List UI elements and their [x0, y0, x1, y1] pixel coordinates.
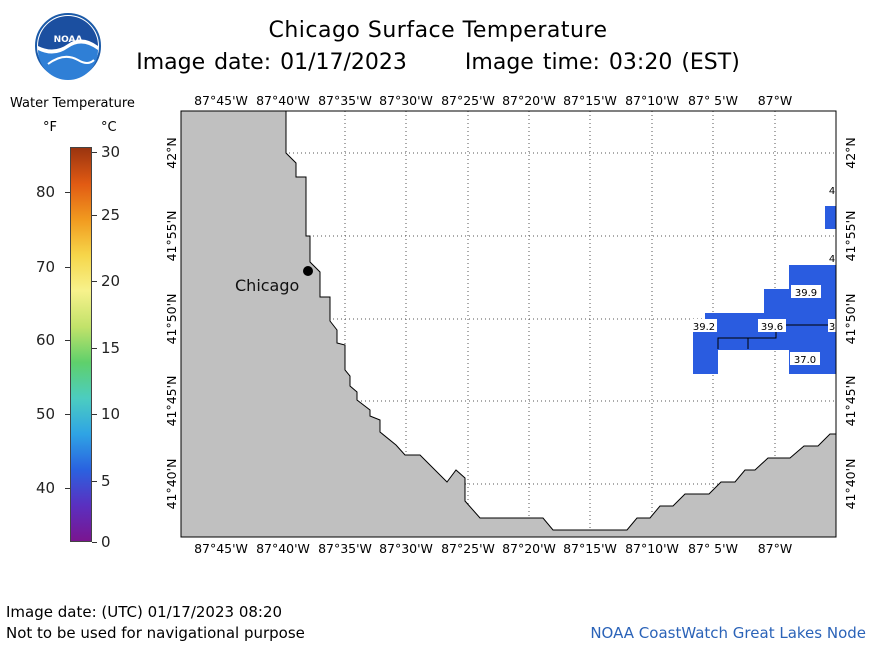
latitude-label: 41°55'N — [164, 211, 179, 262]
longitude-label: 87°35'W — [318, 93, 372, 108]
legend-tick-c — [92, 542, 97, 543]
noaa-logo: NOAA — [35, 13, 101, 80]
latitude-labels-left: 42°N 41°55'N 41°50'N 41°45'N 41°40'N — [164, 137, 179, 509]
legend-label-f: 50 — [36, 405, 56, 423]
legend-tick-c — [92, 414, 97, 415]
latitude-label: 41°45'N — [164, 376, 179, 427]
temperature-map: 39.9 39.2 39.6 37.0 3 4 4 Chicago 87°45'W 87°40… — [164, 93, 858, 556]
longitude-label: 87°40'W — [256, 541, 310, 556]
legend-tick-f — [65, 267, 70, 268]
temp-label: 39.6 — [761, 322, 783, 333]
temp-label: 4 — [829, 186, 835, 197]
latitude-labels-right: 42°N 41°55'N 41°50'N 41°45'N 41°40'N — [843, 137, 858, 509]
temp-label-box — [791, 285, 821, 298]
legend-tick-c — [92, 481, 97, 482]
water-cell — [825, 206, 836, 229]
legend-tick-f — [65, 414, 70, 415]
land-area — [180, 110, 837, 538]
legend-label-c: 15 — [101, 339, 121, 357]
image-date-time: Image date: 01/17/2023 Image time: 03:20… — [0, 50, 876, 75]
legend-label-c: 0 — [101, 533, 111, 551]
temp-label-box — [829, 183, 835, 196]
temp-label: 4 — [829, 254, 835, 265]
legend-title: Water Temperature — [10, 96, 135, 111]
legend-tick-c — [92, 281, 97, 282]
longitude-label: 87°30'W — [379, 93, 433, 108]
temp-label-box — [829, 251, 835, 264]
temp-label-box — [828, 319, 836, 332]
legend-label-c: 5 — [101, 472, 111, 490]
longitude-label: 87°40'W — [256, 93, 310, 108]
unit-fahrenheit: °F — [43, 120, 57, 135]
source-credit: NOAA CoastWatch Great Lakes Node — [590, 624, 866, 642]
latitude-label: 41°45'N — [843, 376, 858, 427]
map-frame — [180, 110, 837, 538]
temp-label: 3 — [829, 322, 835, 333]
temp-label: 39.2 — [693, 322, 715, 333]
legend-label-c: 25 — [101, 206, 121, 224]
longitude-label: 87°W — [758, 93, 793, 108]
legend-tick-c — [92, 152, 97, 153]
longitude-label: 87°20'W — [502, 93, 556, 108]
longitude-label: 87°W — [758, 541, 793, 556]
legend-label-f: 40 — [36, 479, 56, 497]
utc-image-date: Image date: (UTC) 01/17/2023 08:20 — [6, 603, 283, 621]
image-date: Image date: 01/17/2023 — [136, 50, 407, 75]
temperature-colorbar — [70, 147, 92, 542]
legend-label-c: 10 — [101, 405, 121, 423]
longitude-label: 87°45'W — [194, 93, 248, 108]
image-time: Image time: 03:20 (EST) — [464, 50, 740, 75]
navigation-disclaimer: Not to be used for navigational purpose — [6, 624, 305, 642]
latitude-label: 42°N — [843, 137, 858, 169]
legend-tick-c — [92, 215, 97, 216]
longitude-label: 87°15'W — [563, 93, 617, 108]
legend-label-f: 60 — [36, 331, 56, 349]
legend-label-c: 20 — [101, 272, 121, 290]
city-label: Chicago — [235, 276, 299, 295]
longitude-label: 87°35'W — [318, 541, 372, 556]
temp-label-box — [758, 319, 786, 332]
legend-label-f: 70 — [36, 258, 56, 276]
longitude-label: 87° 5'W — [688, 93, 738, 108]
longitude-label: 87°25'W — [441, 541, 495, 556]
longitude-labels-top: 87°45'W 87°40'W 87°35'W 87°30'W 87°25'W 87°20… — [194, 93, 792, 108]
unit-celsius: °C — [101, 120, 117, 135]
latitude-label: 42°N — [164, 137, 179, 169]
latitude-label: 41°40'N — [843, 459, 858, 510]
legend-tick-f — [65, 192, 70, 193]
legend-label-c: 30 — [101, 143, 121, 161]
latitude-label: 41°55'N — [843, 211, 858, 262]
longitude-labels-bottom: 87°45'W 87°40'W 87°35'W 87°30'W 87°25'W 87°20… — [194, 541, 792, 556]
water-cell — [693, 349, 718, 374]
temperature-labels: 39.9 39.2 39.6 37.0 3 4 4 — [691, 183, 836, 366]
longitude-label: 87°10'W — [625, 541, 679, 556]
latitude-label: 41°50'N — [843, 294, 858, 345]
longitude-label: 87°10'W — [625, 93, 679, 108]
legend-tick-c — [92, 348, 97, 349]
longitude-label: 87°25'W — [441, 93, 495, 108]
longitude-label: 87° 5'W — [688, 541, 738, 556]
logo-text: NOAA — [54, 35, 83, 45]
legend-tick-f — [65, 488, 70, 489]
temp-label: 39.9 — [795, 288, 817, 299]
longitude-label: 87°20'W — [502, 541, 556, 556]
legend-tick-f — [65, 340, 70, 341]
temp-label-box — [790, 352, 820, 365]
city-marker — [303, 266, 313, 276]
longitude-label: 87°15'W — [563, 541, 617, 556]
longitude-label: 87°30'W — [379, 541, 433, 556]
temp-label-box — [691, 319, 717, 332]
map-title: Chicago Surface Temperature — [268, 18, 608, 43]
latitude-label: 41°40'N — [164, 459, 179, 510]
legend-label-f: 80 — [36, 183, 56, 201]
latitude-label: 41°50'N — [164, 294, 179, 345]
temp-label: 37.0 — [794, 355, 816, 366]
longitude-label: 87°45'W — [194, 541, 248, 556]
